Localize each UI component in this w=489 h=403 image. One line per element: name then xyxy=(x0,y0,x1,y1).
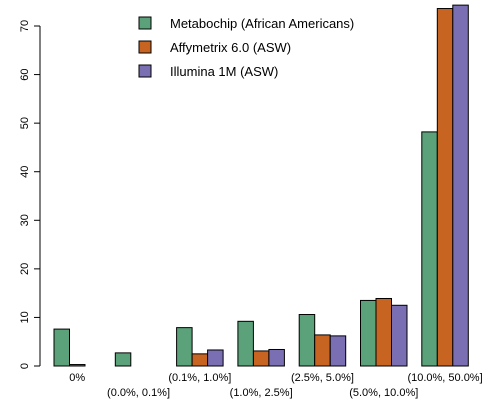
x-tick-label: (2.5%, 5.0%] xyxy=(291,372,354,384)
bar xyxy=(268,348,285,367)
legend-label: Illumina 1M (ASW) xyxy=(170,64,278,79)
bars xyxy=(53,4,469,367)
x-tick-labels: 0% (0.0%, 0.1%] (0.1%, 1.0%] (1.0%, 2.5%] (2… xyxy=(69,372,482,399)
legend: Metabochip (African Americans) Affymetrix… xyxy=(138,16,354,79)
bar xyxy=(252,350,270,367)
y-tick-label: 0 xyxy=(19,363,31,369)
y-tick-label: 40 xyxy=(19,166,31,178)
y-tick-label: 60 xyxy=(19,68,31,80)
bar xyxy=(314,334,331,367)
bar xyxy=(391,304,408,367)
bar xyxy=(329,335,347,367)
y-tick-label: 20 xyxy=(19,263,31,275)
x-tick-label: (5.0%, 10.0%] xyxy=(349,387,418,399)
bar xyxy=(69,364,86,367)
x-tick-label: 0% xyxy=(69,372,85,384)
legend-swatch xyxy=(138,16,152,30)
legend-swatch xyxy=(138,64,152,78)
y-tick-label: 30 xyxy=(19,214,31,226)
legend-swatch xyxy=(138,40,152,54)
bar xyxy=(191,353,209,367)
x-tick-label: (10.0%, 50.0%] xyxy=(407,372,482,384)
y-tick-label: 10 xyxy=(19,311,31,323)
bar xyxy=(436,8,454,367)
bar xyxy=(452,4,469,367)
bar xyxy=(237,320,254,367)
bar xyxy=(53,328,70,367)
bar xyxy=(176,327,193,367)
bar xyxy=(421,131,438,367)
y-axis: 0 10 20 30 40 50 60 70 xyxy=(19,20,41,369)
legend-label: Affymetrix 6.0 (ASW) xyxy=(170,40,291,55)
x-tick-label: (1.0%, 2.5%] xyxy=(230,387,293,399)
y-tick-label: 50 xyxy=(19,117,31,129)
x-tick-label: (0.0%, 0.1%] xyxy=(107,387,170,399)
bar xyxy=(298,314,316,367)
legend-label: Metabochip (African Americans) xyxy=(170,16,354,31)
bar xyxy=(114,352,132,367)
bar xyxy=(360,299,377,367)
x-tick-label: (0.1%, 1.0%] xyxy=(168,372,231,384)
bar xyxy=(375,297,392,367)
bar xyxy=(207,349,224,367)
y-tick-label: 70 xyxy=(19,20,31,32)
